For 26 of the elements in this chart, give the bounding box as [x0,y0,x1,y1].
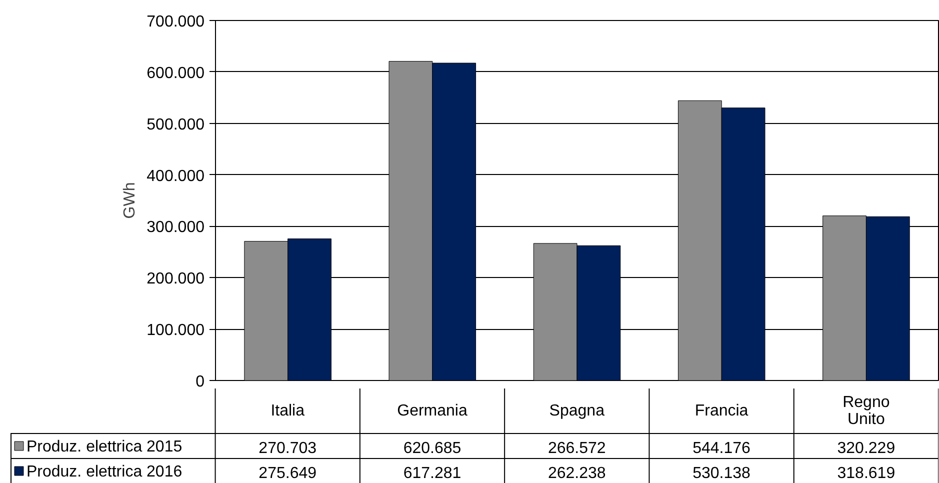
x-tick-label: Francia [694,402,748,420]
y-tick-label: 200.000 [146,270,205,288]
data-label: 275.649 [258,465,317,482]
y-tick-label: 400.000 [146,168,205,185]
data-label: 320.229 [837,440,896,457]
y-tick-label: 0 [196,374,205,390]
y-tick-label: 500.000 [146,116,205,134]
data-label: 617.281 [403,465,462,482]
x-tick-label: Germania [397,402,468,420]
data-label: 530.138 [692,465,751,482]
legend-label: Produz. elettrica 2016 [26,464,182,480]
data-label: 262.238 [548,465,606,482]
x-tick-label: Italia [270,402,305,420]
y-tick-label: 300.000 [146,219,205,236]
x-tick-label: Regno Unito [842,394,890,428]
x-tick-label: Spagna [549,402,605,420]
data-label: 270.703 [258,440,317,457]
y-tick-label: 600.000 [146,64,205,82]
data-label: 544.176 [692,440,751,457]
y-axis-title: GWh [122,182,139,219]
legend-label: Produz. elettrica 2015 [26,438,182,456]
y-tick-label: 100.000 [146,322,205,340]
data-label: 318.619 [837,465,896,482]
data-label: 266.572 [548,440,606,457]
data-label: 620.685 [403,440,462,457]
y-tick-label: 700.000 [146,14,205,30]
